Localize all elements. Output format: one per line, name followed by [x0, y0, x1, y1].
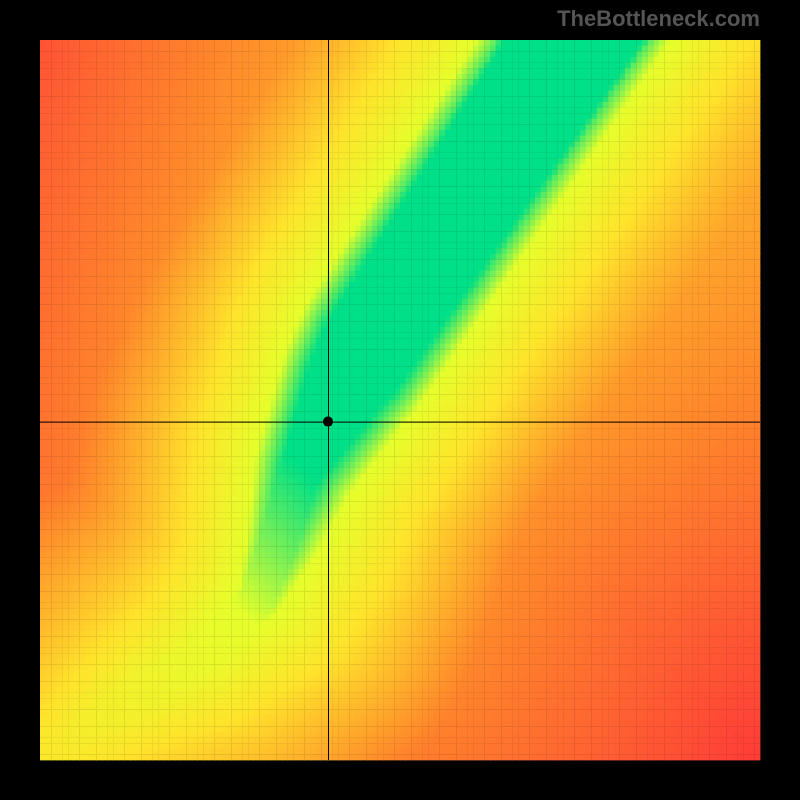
crosshair-overlay — [0, 0, 800, 800]
bottleneck-chart-frame: { "attribution": { "text": "TheBottlenec… — [0, 0, 800, 800]
attribution-text: TheBottleneck.com — [557, 6, 760, 32]
